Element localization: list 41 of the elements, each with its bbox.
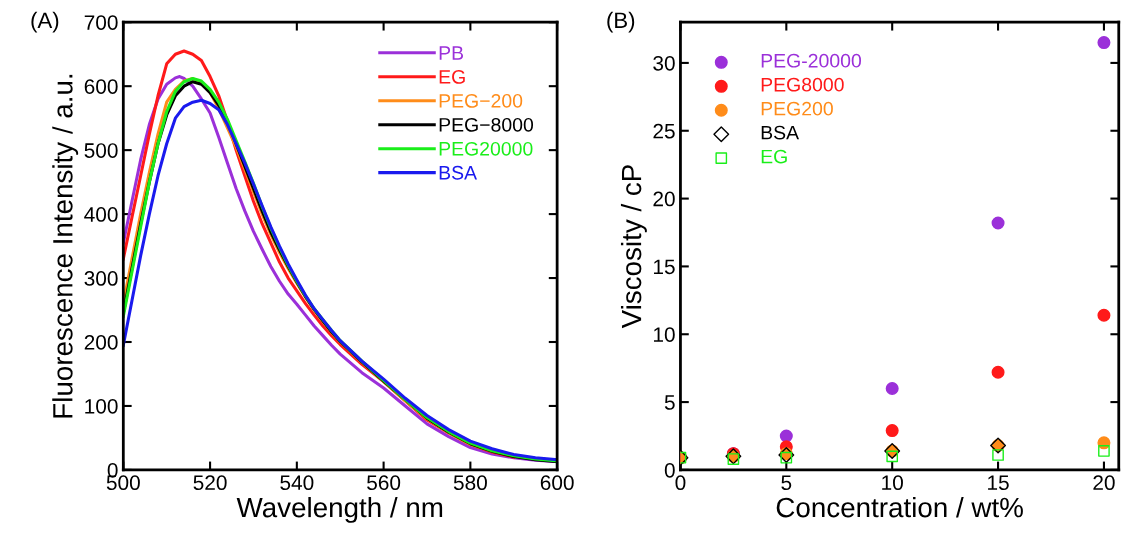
- y-tick-label: 600: [84, 79, 118, 94]
- y-tick-label: 700: [84, 15, 118, 30]
- legend-label: PEG200: [761, 101, 833, 116]
- legend-label: PEG-20000: [761, 53, 862, 68]
- x-tick-label: 10: [882, 475, 903, 491]
- y-tick-label: 500: [84, 143, 118, 158]
- x-axis-title: Concentration / wt%: [776, 496, 1023, 518]
- chart-title: (B): [607, 11, 635, 33]
- x-tick-label: 15: [988, 475, 1009, 491]
- x-tick-label: 560: [367, 475, 401, 491]
- y-tick-label: 100: [85, 398, 118, 414]
- y-tick-label: 400: [84, 207, 118, 222]
- legend-label: PEG−8000: [439, 117, 534, 132]
- y-tick-label: 10: [654, 327, 675, 342]
- y-axis-title: Fluorescence Intensity / a.u.: [52, 74, 79, 418]
- y-tick-label: 5: [664, 395, 675, 410]
- y-tick-label: 30: [653, 55, 675, 71]
- y-axis-title: Viscosity / cP: [620, 165, 647, 329]
- legend-label: EG: [761, 149, 787, 164]
- y-tick-label: 15: [654, 259, 675, 275]
- y-tick-label: 0: [664, 462, 675, 478]
- y-tick-label: 20: [653, 191, 675, 207]
- x-tick-label: 540: [280, 475, 314, 491]
- y-tick-label: 300: [84, 271, 118, 286]
- chart-title: (A): [31, 11, 59, 33]
- legend-label: PEG20000: [439, 141, 533, 156]
- x-tick-label: 600: [540, 475, 574, 491]
- legend-label: EG: [439, 70, 465, 84]
- x-tick-label: 0: [675, 475, 686, 491]
- legend-label: PEG−200: [439, 93, 523, 108]
- legend-label: PEG8000: [761, 77, 844, 92]
- x-tick-label: 520: [193, 475, 227, 491]
- y-tick-label: 200: [84, 335, 118, 350]
- legend-label: BSA: [439, 165, 477, 180]
- legend-label: BSA: [761, 125, 800, 140]
- y-tick-label: 25: [653, 123, 675, 139]
- x-axis-title: Wavelength / nm: [236, 496, 443, 523]
- x-tick-label: 5: [781, 475, 792, 491]
- x-tick-label: 580: [453, 475, 487, 491]
- x-tick-label: 20: [1093, 475, 1115, 491]
- legend-label: PB: [439, 46, 464, 60]
